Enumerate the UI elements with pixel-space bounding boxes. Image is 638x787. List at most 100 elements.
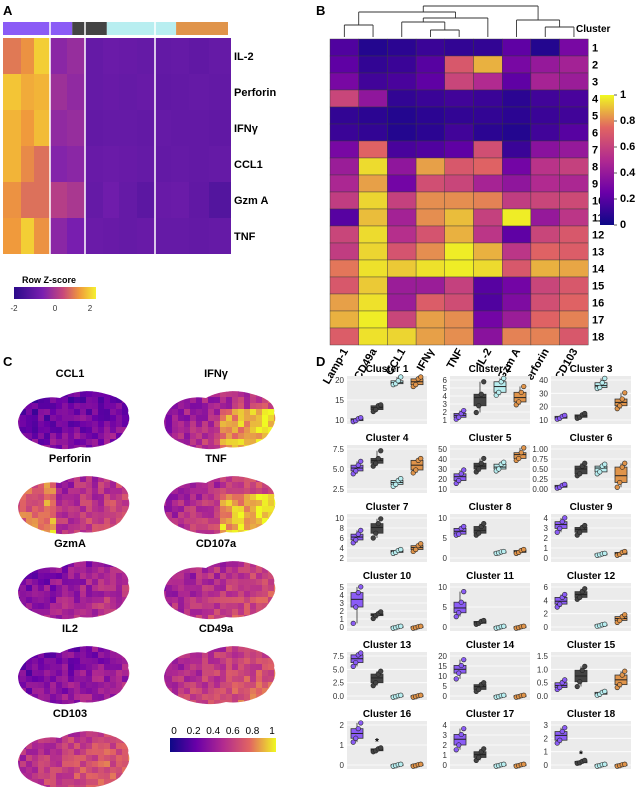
tissue-pixel	[122, 512, 129, 519]
tissue-pixel	[20, 646, 27, 653]
y-tick-label: 10	[438, 672, 447, 681]
tissue-pixel	[56, 773, 63, 780]
data-point	[358, 720, 364, 726]
tissue-pixel	[86, 476, 93, 483]
tissue-pixel	[128, 664, 130, 671]
tissue-pixel	[62, 670, 69, 677]
tissue-pixel	[190, 615, 197, 620]
tissue-pixel	[250, 530, 257, 535]
y-tick-label: 1.5	[537, 652, 549, 661]
tissue-pixel	[104, 682, 111, 689]
tissue-pixel	[50, 439, 57, 446]
a-cell	[21, 110, 34, 146]
tissue-pixel	[202, 609, 209, 616]
marker-column-label: IFNγ	[415, 346, 438, 373]
tissue-pixel	[26, 761, 33, 768]
tissue-pixel	[26, 476, 33, 477]
tissue-pixel	[80, 646, 87, 647]
tissue-pixel	[26, 476, 33, 483]
data-point	[622, 548, 628, 555]
tissue-pixel	[62, 488, 69, 495]
tissue-pixel	[190, 676, 197, 683]
tissue-pixel	[220, 421, 227, 428]
tissue-pixel	[208, 658, 215, 665]
tissue-pixel	[116, 391, 123, 392]
tissue-pixel	[80, 700, 87, 705]
tissue-pixel	[244, 476, 251, 477]
tissue-pixel	[44, 427, 51, 434]
group-color-2	[72, 22, 107, 35]
tissue-pixel	[226, 476, 233, 483]
tissue-pixel	[226, 403, 233, 410]
cluster-row-label: 14	[592, 264, 605, 276]
tissue-pixel	[20, 439, 27, 446]
tissue-pixel	[92, 700, 99, 705]
tissue-pixel	[44, 767, 51, 774]
tissue-pixel	[86, 488, 93, 495]
tissue-pixel	[214, 597, 221, 604]
tissue-pixel	[26, 573, 33, 580]
tissue-pixel	[86, 603, 93, 610]
b-cell	[329, 276, 359, 295]
tissue-pixel	[20, 767, 27, 774]
tissue-pixel	[226, 561, 233, 568]
a-cell	[155, 74, 171, 110]
box	[614, 466, 628, 483]
tissue-pixel	[56, 409, 63, 416]
tissue-pixel	[262, 524, 269, 531]
tissue-pixel	[202, 391, 209, 392]
b-cell	[387, 293, 417, 312]
b-cell	[415, 140, 446, 159]
data-point	[378, 668, 384, 674]
tissue-pixel	[178, 567, 185, 574]
tissue-pixel	[214, 561, 221, 568]
tissue-pixel	[116, 573, 123, 580]
tissue-pixel	[68, 779, 75, 786]
boxplot-title: Cluster 2	[469, 364, 512, 375]
tissue-pixel	[184, 397, 191, 404]
data-point	[353, 659, 359, 666]
tissue-pixel	[38, 749, 45, 756]
tissue-pixel	[122, 658, 129, 665]
tissue-pixel	[128, 731, 130, 732]
tissue-pixel	[74, 676, 81, 683]
y-tick-label: 10	[335, 514, 344, 523]
tissue-pixel	[38, 403, 45, 410]
tissue-pixel	[250, 409, 257, 416]
tissue-pixel	[18, 561, 21, 562]
tissue-pixel	[122, 391, 129, 398]
tissue-pixel	[104, 427, 111, 434]
tissue-pixel	[50, 494, 57, 501]
b-cell	[473, 72, 503, 91]
y-tick-label: 20	[335, 376, 344, 385]
tissue-pixel	[18, 779, 21, 786]
b-cell	[473, 276, 503, 295]
tissue-pixel	[74, 567, 81, 574]
tissue-pixel	[128, 688, 130, 695]
data-point	[413, 546, 419, 553]
tissue-pixel	[92, 500, 99, 507]
tissue-pixel	[18, 494, 21, 501]
tissue-pixel	[184, 439, 191, 446]
b-cell	[444, 72, 474, 91]
b-cell	[502, 310, 532, 329]
tissue-pixel	[50, 767, 57, 774]
tissue-pixel	[74, 494, 81, 501]
tissue-pixel	[44, 415, 51, 422]
y-tick-label: 2.5	[333, 679, 345, 688]
tissue-pixel	[104, 524, 111, 531]
tissue-pixel	[74, 773, 81, 780]
tissue-pixel	[62, 561, 69, 562]
tissue-pixel	[62, 433, 69, 440]
tissue-pixel	[74, 737, 81, 744]
tissue-pixel	[92, 676, 99, 683]
tissue-pixel	[68, 664, 75, 671]
tissue-pixel	[62, 573, 69, 580]
tissue-pixel	[250, 494, 257, 501]
tissue-pixel	[226, 646, 233, 653]
tissue-pixel	[128, 773, 130, 780]
tissue-pixel	[262, 658, 269, 665]
tissue-pixel	[184, 652, 191, 659]
tissue-pixel	[104, 518, 111, 525]
